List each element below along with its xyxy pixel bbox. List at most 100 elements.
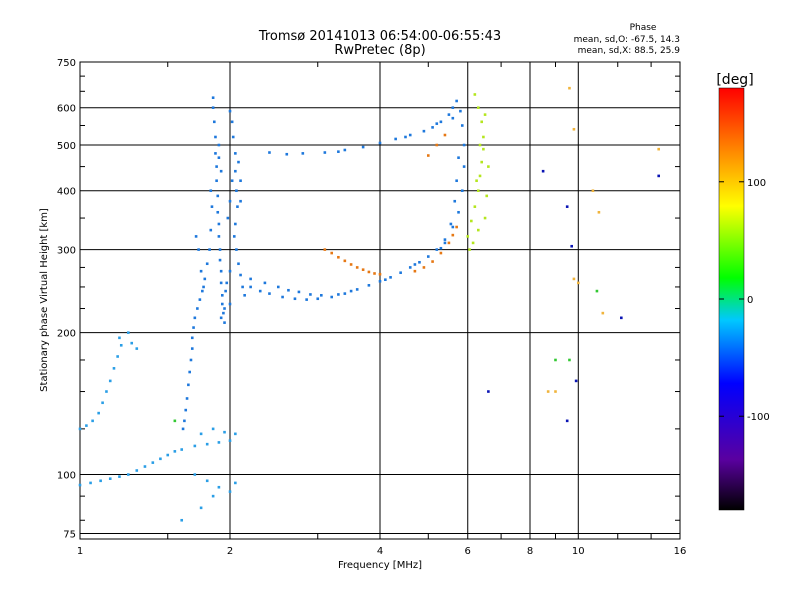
data-point	[309, 293, 312, 296]
data-point	[470, 219, 473, 223]
data-point	[118, 475, 121, 478]
phase-info-o-mode: mean, sd,O: -67.5, 14.3	[574, 35, 680, 45]
data-point	[91, 419, 94, 423]
data-point	[408, 133, 412, 137]
data-point	[193, 473, 197, 476]
data-point	[211, 427, 215, 431]
data-point	[258, 289, 262, 293]
data-point	[126, 331, 130, 334]
data-point	[343, 292, 347, 295]
data-point	[337, 150, 340, 153]
data-point	[485, 194, 489, 198]
data-point	[462, 165, 466, 168]
y-tick-label: 400	[57, 187, 76, 198]
data-point	[378, 279, 382, 283]
data-point	[268, 292, 271, 295]
data-point	[460, 189, 464, 193]
data-point	[199, 432, 203, 436]
data-point	[268, 151, 271, 154]
x-tick-label: 2	[227, 546, 233, 557]
data-point	[337, 293, 340, 296]
data-point	[135, 347, 139, 350]
data-point	[205, 479, 209, 483]
data-point	[235, 189, 238, 193]
data-point	[184, 408, 188, 412]
data-point	[159, 457, 162, 461]
data-point	[173, 450, 177, 453]
data-point	[202, 285, 205, 289]
data-point	[576, 281, 580, 285]
data-point	[570, 244, 573, 248]
data-point	[193, 444, 197, 448]
data-point	[431, 260, 434, 263]
data-point	[249, 277, 252, 281]
data-point	[487, 165, 490, 168]
data-point	[455, 99, 458, 103]
data-point	[477, 228, 480, 232]
data-point	[443, 133, 447, 137]
colorbar-label: [deg]	[716, 72, 753, 88]
data-point	[192, 326, 195, 329]
data-point	[199, 506, 203, 510]
data-point	[239, 179, 242, 183]
data-point	[189, 358, 193, 362]
data-point	[211, 106, 215, 109]
data-point	[197, 248, 200, 251]
data-point	[234, 432, 237, 436]
data-point	[112, 367, 116, 370]
data-point	[471, 241, 475, 245]
chart-title: Tromsø 20141013 06:54:00-06:55:43	[258, 29, 501, 44]
data-point	[187, 383, 190, 387]
data-point	[211, 96, 215, 99]
data-point	[97, 411, 100, 415]
data-point	[404, 135, 407, 139]
data-point	[565, 205, 569, 208]
data-point	[422, 266, 426, 269]
data-point	[483, 216, 487, 220]
data-point	[466, 235, 470, 238]
data-point	[426, 255, 430, 258]
data-point	[657, 174, 660, 178]
data-point	[219, 269, 223, 273]
x-tick-label: 6	[465, 546, 471, 557]
data-point	[212, 120, 216, 124]
data-point	[480, 160, 484, 164]
data-point	[211, 494, 215, 498]
data-point	[480, 120, 484, 124]
data-point	[305, 298, 308, 301]
data-point	[349, 263, 353, 266]
colorbar-tick-label: 0	[747, 295, 753, 306]
data-point	[378, 272, 382, 276]
data-point	[116, 355, 119, 358]
colorbar-tick-label: -100	[747, 412, 770, 423]
data-point	[173, 419, 177, 423]
data-point	[297, 290, 301, 294]
colorbar-ticks: 100 0 -100	[719, 178, 770, 423]
data-point	[228, 199, 232, 203]
data-point	[460, 124, 464, 127]
data-point	[281, 295, 284, 299]
data-point	[455, 179, 458, 183]
data-point	[223, 307, 226, 310]
data-point	[483, 113, 487, 116]
y-tick-label: 300	[57, 246, 76, 257]
data-point	[234, 222, 237, 226]
data-point	[228, 439, 232, 442]
data-point	[473, 93, 477, 96]
data-point	[219, 281, 223, 285]
data-point	[241, 285, 244, 289]
data-point	[228, 269, 232, 273]
data-point	[367, 284, 371, 287]
y-tick-label: 100	[57, 471, 76, 482]
y-axis-label: Stationary phase Virtual Height [km]	[39, 208, 50, 392]
data-point	[228, 109, 232, 113]
data-point	[135, 469, 139, 472]
data-point	[620, 316, 623, 320]
data-point	[223, 321, 226, 324]
x-tick-label: 1	[77, 546, 83, 557]
data-point	[378, 141, 382, 145]
data-point	[447, 113, 451, 116]
data-point	[85, 424, 88, 427]
data-point	[426, 154, 430, 157]
data-point	[190, 347, 194, 350]
